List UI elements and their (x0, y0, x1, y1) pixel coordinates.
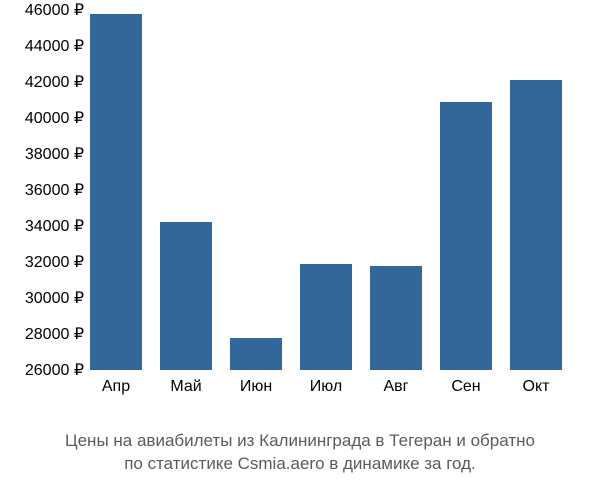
y-axis: 46000 ₽44000 ₽42000 ₽40000 ₽38000 ₽36000… (0, 10, 90, 370)
y-tick-label: 34000 ₽ (25, 216, 84, 236)
y-tick-label: 32000 ₽ (25, 252, 84, 272)
x-tick-label: Июл (310, 378, 342, 396)
x-tick-label: Апр (102, 378, 130, 396)
bar (230, 338, 282, 370)
x-tick-label: Окт (523, 378, 550, 396)
y-tick-label: 26000 ₽ (25, 360, 84, 380)
y-tick-label: 38000 ₽ (25, 144, 84, 164)
chart-caption: Цены на авиабилеты из Калининграда в Тег… (0, 430, 600, 476)
x-tick-label: Авг (383, 378, 408, 396)
bar (160, 222, 212, 370)
y-tick-label: 36000 ₽ (25, 180, 84, 200)
y-tick-label: 46000 ₽ (25, 0, 84, 20)
y-tick-label: 44000 ₽ (25, 36, 84, 56)
x-tick-label: Сен (451, 378, 480, 396)
y-tick-label: 28000 ₽ (25, 324, 84, 344)
bar (440, 102, 492, 370)
x-tick-label: Июн (240, 378, 272, 396)
caption-line-1: Цены на авиабилеты из Калининграда в Тег… (0, 430, 600, 453)
price-chart: 46000 ₽44000 ₽42000 ₽40000 ₽38000 ₽36000… (0, 10, 600, 410)
bar (300, 264, 352, 370)
bar (90, 14, 142, 370)
x-axis: Апр Май Июн Июл Авг Сен Окт (90, 378, 580, 402)
bar (370, 266, 422, 370)
y-tick-label: 40000 ₽ (25, 108, 84, 128)
y-tick-label: 42000 ₽ (25, 72, 84, 92)
x-tick-label: Май (170, 378, 201, 396)
y-tick-label: 30000 ₽ (25, 288, 84, 308)
caption-line-2: по статистике Csmia.aero в динамике за г… (0, 453, 600, 476)
bar (510, 80, 562, 370)
plot-area (90, 10, 580, 370)
